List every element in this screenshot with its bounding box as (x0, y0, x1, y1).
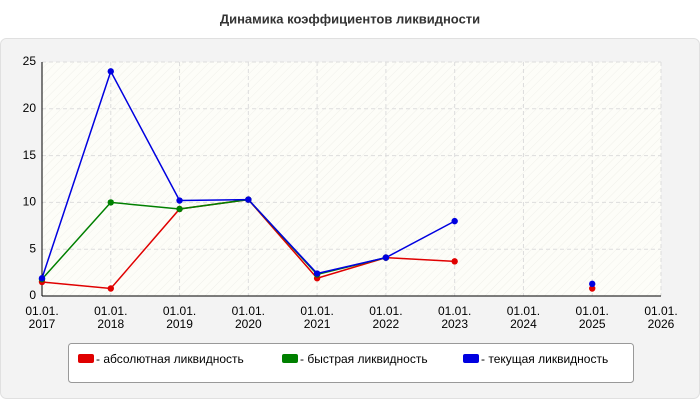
y-tick-label: 20 (23, 101, 37, 115)
legend-swatch (463, 354, 479, 363)
x-tick-label: 01.01. (25, 304, 58, 318)
data-point (107, 199, 114, 206)
x-tick-label: 01.01. (94, 304, 127, 318)
data-point (451, 217, 458, 225)
data-point (107, 68, 114, 75)
x-tick-label: 01.01. (576, 304, 609, 318)
data-point (451, 258, 458, 265)
x-tick-label: 01.01. (232, 304, 265, 318)
x-tick-label: 01.01. (644, 304, 677, 318)
y-tick-label: 5 (29, 241, 36, 255)
x-tick-label: 2024 (510, 317, 537, 331)
data-point (589, 280, 596, 288)
data-point (382, 254, 390, 261)
x-tick-label: 01.01. (438, 304, 471, 318)
plot-area (42, 62, 661, 296)
y-tick-label: 10 (23, 195, 37, 209)
y-tick-label: 0 (29, 288, 36, 302)
x-tick-label: 2021 (304, 317, 331, 331)
legend-label: - быстрая ликвидность (300, 352, 428, 366)
x-tick-label: 2017 (29, 317, 56, 331)
y-tick-label: 25 (23, 54, 37, 68)
legend-swatch (282, 354, 298, 363)
legend (68, 343, 634, 383)
x-tick-label: 01.01. (163, 304, 196, 318)
legend-swatch (78, 354, 94, 363)
x-tick-label: 2026 (648, 317, 675, 331)
legend-label: - абсолютная ликвидность (96, 352, 244, 366)
x-tick-label: 2020 (235, 317, 262, 331)
data-point (245, 196, 252, 203)
data-point (107, 285, 114, 292)
x-tick-label: 2022 (373, 317, 400, 331)
x-tick-label: 2018 (97, 317, 124, 331)
x-tick-label: 2025 (579, 317, 606, 331)
x-tick-label: 01.01. (369, 304, 402, 318)
x-tick-label: 2023 (441, 317, 468, 331)
data-point (176, 197, 183, 204)
x-tick-label: 01.01. (507, 304, 540, 318)
x-tick-label: 01.01. (300, 304, 333, 318)
data-point (313, 270, 321, 277)
series-line (41, 198, 387, 280)
data-point (176, 205, 183, 213)
legend-label: - текущая ликвидность (481, 352, 608, 366)
x-tick-label: 2019 (166, 317, 193, 331)
data-point (589, 285, 596, 292)
chart-title: Динамика коэффициентов ликвидности (220, 11, 480, 26)
data-point (38, 275, 46, 282)
y-tick-label: 15 (23, 148, 37, 162)
